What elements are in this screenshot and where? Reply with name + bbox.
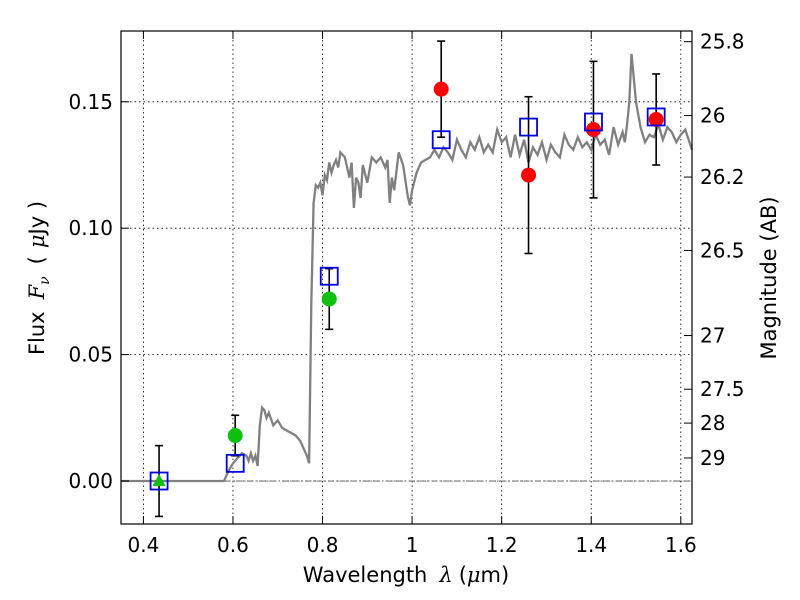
ticks: 0.4 0.6 0.8 1 1.2 1.4 1.6 0.00 0.05 0.10 0.15 25.8 2… — [68, 30, 744, 557]
red-points — [433, 81, 664, 183]
y-tick-label: 0.00 — [68, 469, 113, 493]
red-data-point — [521, 167, 537, 183]
magnitude-tick-label: 27 — [700, 324, 725, 348]
magnitude-tick-label: 29 — [700, 446, 725, 470]
model-spectrum-line — [121, 53, 694, 483]
x-tick-label: 1.6 — [665, 533, 697, 557]
magnitude-tick-label: 28 — [700, 411, 725, 435]
y-tick-label: 0.10 — [68, 216, 113, 240]
red-data-point — [433, 81, 449, 97]
x-tick-label: 0.6 — [217, 533, 249, 557]
right-axis-label: Magnitude (AB) — [757, 196, 781, 359]
plot-frame — [120, 30, 693, 525]
grid-lines — [121, 31, 692, 524]
magnitude-tick-label: 26.5 — [700, 238, 745, 262]
error-bars — [155, 40, 661, 518]
model-photometry-square — [646, 107, 666, 127]
model-photometry-square — [584, 112, 603, 132]
model-photometry-square — [149, 471, 169, 491]
green-data-point — [321, 291, 337, 307]
x-tick-label: 0.8 — [307, 533, 339, 557]
model-photometry-squares — [149, 107, 666, 491]
magnitude-tick-label: 25.8 — [700, 30, 745, 54]
green-triangle-point — [152, 474, 166, 487]
magnitude-tick-label: 26 — [700, 104, 725, 128]
x-tick-label: 1.4 — [575, 533, 607, 557]
y-tick-label: 0.05 — [68, 343, 113, 367]
y-axis-label: FluxFν(μJy ) — [25, 201, 53, 355]
model-photometry-square — [225, 453, 245, 473]
green-points — [152, 291, 337, 487]
x-axis-label: Wavelength λ (μm) — [303, 563, 509, 587]
red-data-point — [648, 111, 664, 127]
x-tick-label: 1 — [406, 533, 419, 557]
model-photometry-square — [519, 117, 538, 137]
green-data-point — [227, 428, 243, 444]
x-tick-label: 0.4 — [127, 533, 159, 557]
x-tick-label: 1.2 — [486, 533, 518, 557]
y-tick-label: 0.15 — [68, 90, 113, 114]
model-photometry-square — [431, 130, 451, 150]
red-data-point — [585, 122, 601, 138]
magnitude-tick-label: 26.2 — [700, 165, 745, 189]
magnitude-tick-label: 27.5 — [700, 377, 745, 401]
model-photometry-square — [319, 266, 339, 286]
